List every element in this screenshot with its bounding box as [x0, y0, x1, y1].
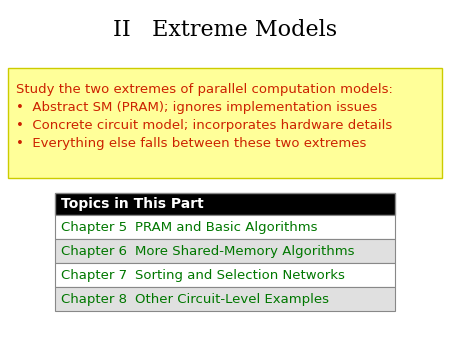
- Text: Topics in This Part: Topics in This Part: [61, 197, 204, 211]
- Text: PRAM and Basic Algorithms: PRAM and Basic Algorithms: [135, 220, 318, 234]
- Bar: [55, 239, 395, 263]
- Text: More Shared-Memory Algorithms: More Shared-Memory Algorithms: [135, 244, 355, 258]
- Text: Chapter 6: Chapter 6: [61, 244, 127, 258]
- Bar: [55, 215, 395, 239]
- Text: •  Everything else falls between these two extremes: • Everything else falls between these tw…: [16, 137, 366, 150]
- Text: II   Extreme Models: II Extreme Models: [113, 19, 337, 41]
- Bar: [55, 263, 395, 287]
- Text: Study the two extremes of parallel computation models:: Study the two extremes of parallel compu…: [16, 83, 393, 96]
- Bar: [55, 193, 395, 215]
- Bar: [8, 68, 442, 178]
- Text: •  Concrete circuit model; incorporates hardware details: • Concrete circuit model; incorporates h…: [16, 119, 392, 132]
- Text: •  Abstract SM (PRAM); ignores implementation issues: • Abstract SM (PRAM); ignores implementa…: [16, 101, 377, 114]
- Text: Sorting and Selection Networks: Sorting and Selection Networks: [135, 268, 345, 282]
- Text: Other Circuit-Level Examples: Other Circuit-Level Examples: [135, 292, 329, 306]
- Text: Chapter 8: Chapter 8: [61, 292, 127, 306]
- Bar: [55, 287, 395, 311]
- Text: Chapter 5: Chapter 5: [61, 220, 127, 234]
- Text: Chapter 7: Chapter 7: [61, 268, 127, 282]
